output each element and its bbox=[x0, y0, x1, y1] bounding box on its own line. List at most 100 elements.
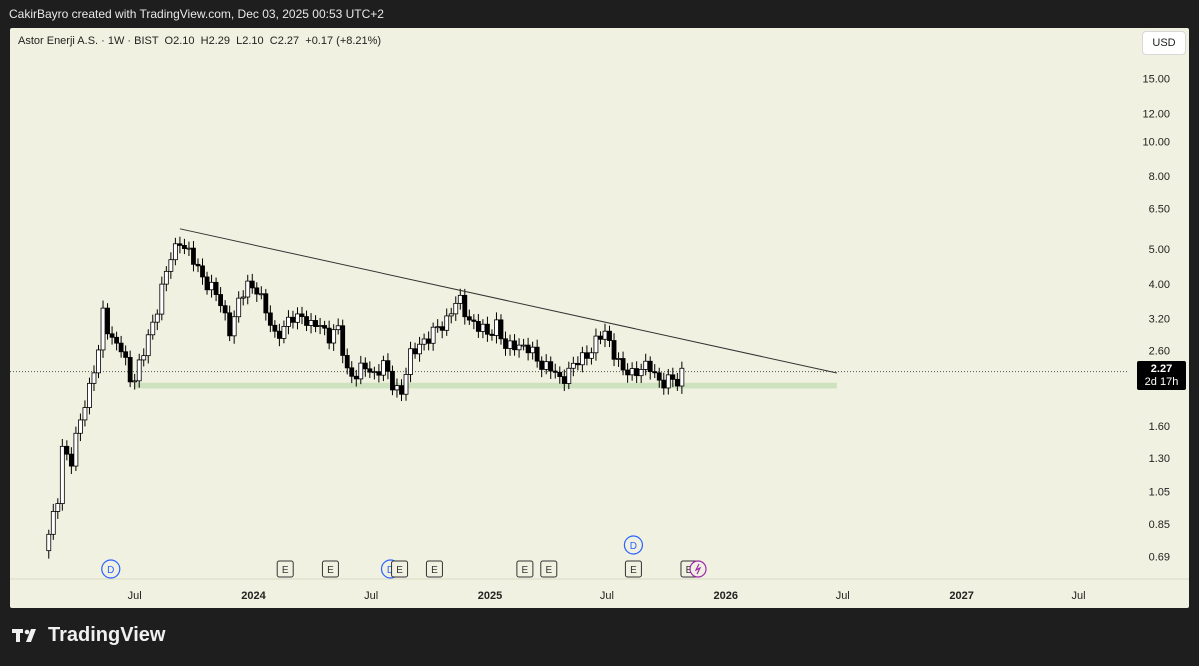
earnings-event-label: E bbox=[396, 565, 403, 576]
candle-body bbox=[186, 247, 192, 250]
candle-body bbox=[127, 356, 133, 383]
candle-body bbox=[561, 376, 567, 384]
candle-body bbox=[136, 359, 142, 382]
candle-body bbox=[344, 355, 350, 369]
ohlc-high: H2.29 bbox=[200, 35, 230, 47]
candle-body bbox=[616, 358, 621, 360]
candle-body bbox=[200, 265, 205, 278]
tradingview-branding: TradingView bbox=[12, 624, 165, 647]
candle-body bbox=[82, 407, 88, 421]
currency-button[interactable]: USD bbox=[1142, 31, 1186, 55]
candle-body bbox=[78, 419, 83, 434]
y-tick-label: 2.60 bbox=[1149, 346, 1170, 358]
dividend-event-label: D bbox=[107, 565, 114, 576]
candle-body bbox=[394, 385, 400, 391]
candle-body bbox=[172, 243, 178, 261]
candle-body bbox=[625, 369, 631, 376]
candle-body bbox=[516, 344, 522, 351]
candle-body bbox=[227, 312, 233, 337]
y-tick-label: 6.50 bbox=[1149, 203, 1170, 215]
y-tick-label: 10.00 bbox=[1142, 137, 1170, 149]
candle-body bbox=[349, 367, 355, 377]
price-chart[interactable]: 15.00 12.00 10.00 8.00 6.50 5.00 4.00 3.20 2.60 2… bbox=[10, 28, 1189, 608]
candle-body bbox=[109, 333, 115, 338]
candle-body bbox=[73, 432, 79, 467]
candle-body bbox=[286, 316, 291, 327]
candle-body bbox=[150, 321, 156, 336]
candle-body bbox=[480, 323, 486, 332]
candle-body bbox=[168, 259, 174, 272]
candle-body bbox=[426, 338, 432, 344]
candle-body bbox=[87, 382, 92, 408]
candle-body bbox=[620, 358, 626, 371]
candle-body bbox=[258, 293, 264, 296]
earnings-event-icon bbox=[540, 560, 558, 578]
earnings-event-icon bbox=[391, 560, 409, 578]
y-tick-label: 5.00 bbox=[1149, 244, 1170, 256]
candle-body bbox=[525, 344, 531, 354]
candle-body bbox=[634, 368, 640, 377]
earnings-event-label: E bbox=[282, 565, 289, 576]
y-tick-label: 3.20 bbox=[1149, 313, 1170, 325]
candle-body bbox=[466, 316, 472, 321]
ohlc-open: O2.10 bbox=[164, 35, 195, 47]
candle-body bbox=[575, 362, 581, 366]
candle-body bbox=[453, 302, 459, 315]
descending-trendline bbox=[179, 228, 838, 374]
candle-body bbox=[448, 313, 454, 317]
y-tick-label: 1.05 bbox=[1149, 486, 1170, 498]
candle-body bbox=[222, 305, 228, 314]
candle-body bbox=[191, 247, 196, 265]
exchange: BIST bbox=[134, 35, 159, 47]
candle-body bbox=[299, 313, 305, 317]
candle-body bbox=[367, 368, 373, 373]
candle-body bbox=[652, 371, 658, 374]
ohlc-change: +0.17 (+8.21%) bbox=[305, 35, 382, 47]
y-tick-label: 1.60 bbox=[1149, 421, 1170, 433]
earnings-event-label: E bbox=[686, 565, 693, 576]
candle-body bbox=[598, 335, 603, 340]
last-price-value: 2.27 bbox=[1150, 363, 1173, 375]
candle-body bbox=[317, 325, 323, 327]
candle-body bbox=[376, 371, 382, 376]
candle-body bbox=[204, 276, 210, 291]
candle-body bbox=[123, 351, 129, 358]
earnings-event-icon bbox=[516, 560, 534, 578]
earnings-event-icon bbox=[276, 560, 294, 578]
candle-body bbox=[548, 361, 554, 372]
candle-body bbox=[245, 280, 251, 298]
candle-body bbox=[371, 371, 377, 374]
dividend-event-icon bbox=[623, 535, 644, 555]
candle-body bbox=[521, 344, 526, 347]
candle-body bbox=[435, 326, 441, 329]
x-tick-label: 2026 bbox=[714, 590, 738, 602]
candle-body bbox=[182, 245, 187, 249]
candle-body bbox=[512, 340, 517, 351]
x-tick-label: Jul bbox=[364, 590, 378, 602]
candle-body bbox=[295, 313, 300, 323]
candle-body bbox=[570, 362, 576, 369]
candle-body bbox=[118, 342, 124, 353]
candle-body bbox=[240, 296, 246, 299]
earnings-event-icon bbox=[425, 560, 443, 578]
candle-body bbox=[444, 315, 450, 331]
candle-body bbox=[412, 348, 418, 355]
candle-body bbox=[530, 346, 536, 354]
chart-panel[interactable]: 15.00 12.00 10.00 8.00 6.50 5.00 4.00 3.20 2.60 2… bbox=[10, 28, 1189, 608]
candle-body bbox=[267, 312, 273, 326]
candle-body bbox=[408, 348, 413, 375]
candle-body bbox=[249, 280, 255, 289]
candle-body bbox=[132, 380, 138, 383]
candle-body bbox=[145, 334, 151, 357]
x-tick-label: 2024 bbox=[241, 590, 266, 602]
tradingview-logo-icon bbox=[12, 628, 36, 642]
last-price-label: 2.27 2d 17h bbox=[1137, 361, 1186, 390]
candle-body bbox=[629, 368, 635, 376]
x-tick-label: 2025 bbox=[478, 590, 502, 602]
candle-body bbox=[141, 355, 147, 361]
candle-body bbox=[593, 335, 599, 354]
candle-body bbox=[68, 453, 74, 467]
symbol-legend: Astor Enerji A.S. · 1W · BIST O2.10 H2.2… bbox=[18, 35, 382, 47]
candle-body bbox=[96, 349, 101, 374]
earnings-event-icon bbox=[321, 560, 339, 578]
